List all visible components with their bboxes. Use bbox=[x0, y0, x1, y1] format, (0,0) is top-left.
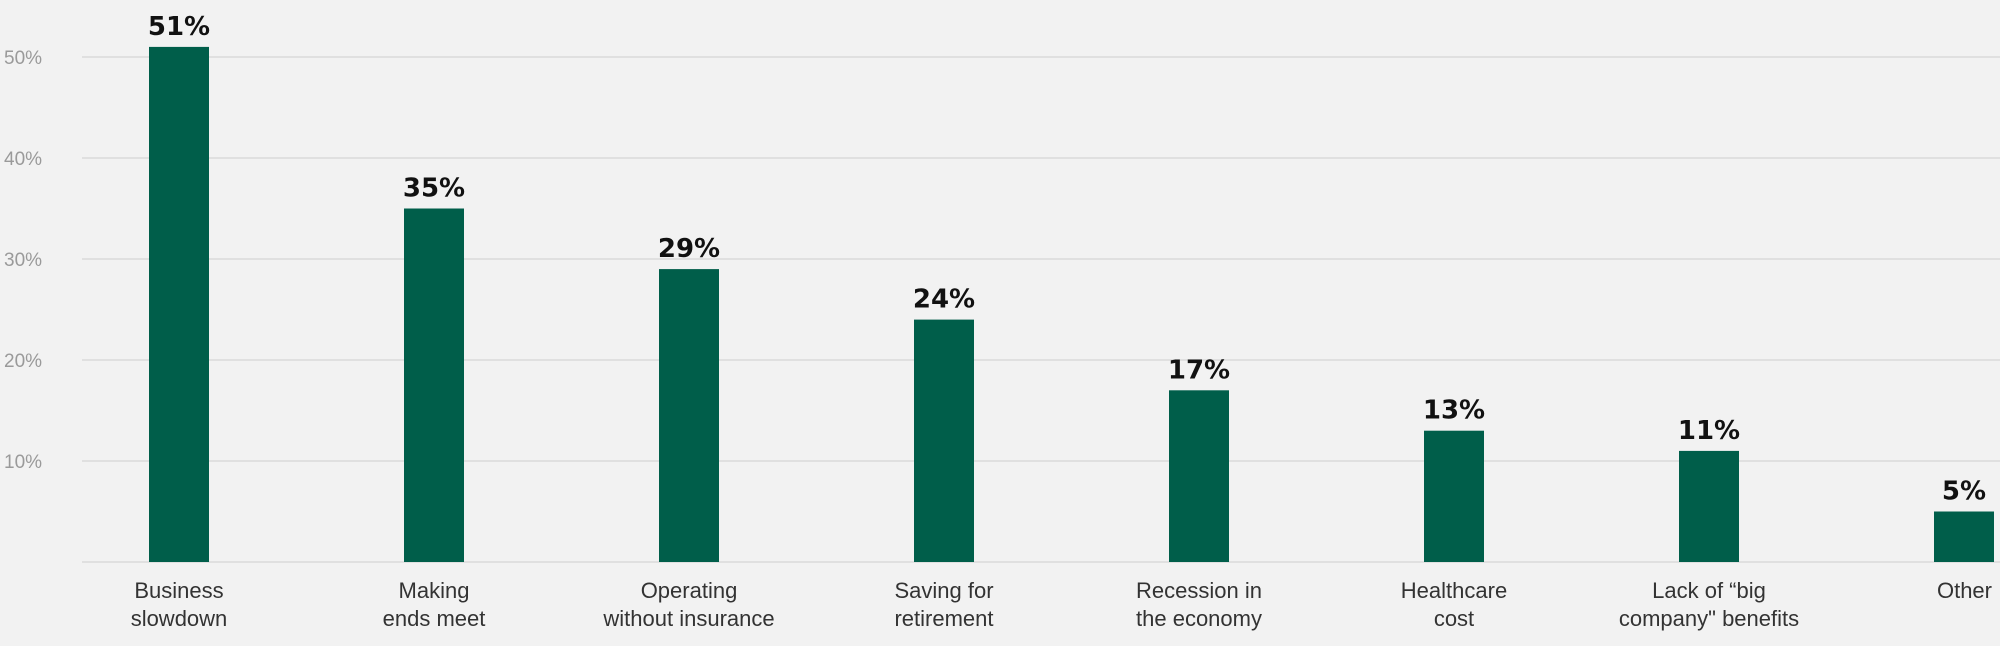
bar-value-label: 51% bbox=[148, 12, 210, 42]
category-label: Healthcare bbox=[1401, 578, 1507, 603]
category-label: Making bbox=[399, 578, 470, 603]
bar bbox=[659, 269, 719, 562]
category-label: Other bbox=[1937, 578, 1992, 603]
bar-value-label: 35% bbox=[403, 174, 465, 204]
bar bbox=[1424, 430, 1484, 562]
bar bbox=[1169, 390, 1229, 562]
y-tick-label: 40% bbox=[4, 149, 42, 170]
category-label: ends meet bbox=[383, 606, 486, 631]
y-tick-label: 30% bbox=[4, 250, 42, 271]
category-label: Lack of “big bbox=[1652, 578, 1766, 603]
category-label: slowdown bbox=[131, 606, 228, 631]
bar-value-label: 24% bbox=[913, 285, 975, 315]
category-label: cost bbox=[1434, 606, 1474, 631]
y-tick-label: 10% bbox=[4, 452, 42, 473]
bar-value-label: 11% bbox=[1678, 416, 1740, 446]
category-label: without insurance bbox=[602, 606, 774, 631]
bar bbox=[404, 208, 464, 562]
bar bbox=[149, 46, 209, 562]
y-tick-label: 20% bbox=[4, 351, 42, 372]
category-label: company" benefits bbox=[1619, 606, 1799, 631]
bar-value-label: 5% bbox=[1942, 477, 1986, 507]
category-labels: Business slowdown Making ends meet Operating… bbox=[131, 578, 1992, 631]
y-axis-ticks: 10% 20% 30% 40% 50% bbox=[4, 48, 42, 473]
y-tick-label: 50% bbox=[4, 48, 42, 69]
category-label: Business bbox=[134, 578, 223, 603]
bars bbox=[149, 46, 1994, 562]
category-label: retirement bbox=[894, 606, 993, 631]
category-label: Saving for bbox=[894, 578, 993, 603]
value-labels: 51% 35% 29% 24% 17% 13% 11% 5% bbox=[148, 12, 1986, 507]
category-label: Operating bbox=[641, 578, 738, 603]
bar-value-label: 17% bbox=[1168, 355, 1230, 385]
category-label: the economy bbox=[1136, 606, 1262, 631]
bar bbox=[1679, 450, 1739, 562]
bar bbox=[914, 319, 974, 562]
bar-value-label: 13% bbox=[1423, 396, 1485, 426]
bar bbox=[1934, 511, 1994, 562]
category-label: Recession in bbox=[1136, 578, 1262, 603]
bar-value-label: 29% bbox=[658, 234, 720, 264]
